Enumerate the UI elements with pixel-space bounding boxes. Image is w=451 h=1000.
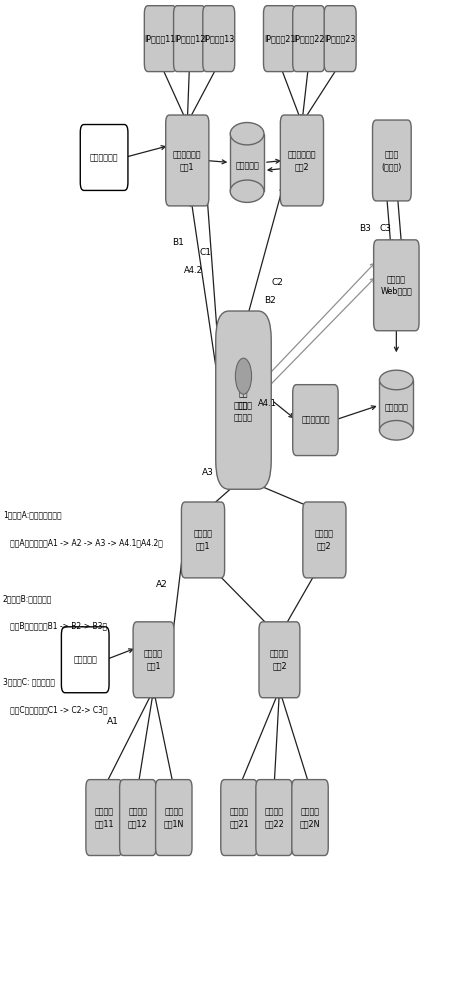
Text: 电子围栏
主机21: 电子围栏 主机21 — [229, 807, 249, 828]
Text: 3，消息C: 告警视频。: 3，消息C: 告警视频。 — [3, 678, 55, 687]
FancyBboxPatch shape — [281, 115, 323, 206]
FancyBboxPatch shape — [61, 627, 109, 693]
FancyBboxPatch shape — [221, 780, 257, 856]
Text: C1: C1 — [199, 248, 211, 257]
Text: A2: A2 — [156, 580, 167, 589]
FancyBboxPatch shape — [256, 780, 292, 856]
Text: 告警视频收集
服务2: 告警视频收集 服务2 — [288, 150, 316, 171]
Text: 关系数据库: 关系数据库 — [384, 404, 408, 413]
Text: 报警收集
服务1: 报警收集 服务1 — [193, 530, 212, 550]
Text: IP摄像头13: IP摄像头13 — [203, 34, 235, 43]
FancyBboxPatch shape — [174, 6, 206, 72]
Ellipse shape — [379, 421, 413, 440]
Text: 报警收集
服务2: 报警收集 服务2 — [315, 530, 334, 550]
Text: B1: B1 — [172, 238, 184, 247]
Ellipse shape — [230, 180, 264, 202]
Text: 告警
消息队列: 告警 消息队列 — [234, 390, 253, 411]
Text: 文件服务器: 文件服务器 — [235, 161, 259, 170]
FancyBboxPatch shape — [293, 6, 325, 72]
Ellipse shape — [379, 370, 413, 390]
Text: 围栏报警
主机2: 围栏报警 主机2 — [270, 649, 289, 670]
Text: 告警台
(浏览器): 告警台 (浏览器) — [382, 150, 402, 171]
FancyBboxPatch shape — [86, 780, 122, 856]
Text: IP摄像头22: IP摄像头22 — [293, 34, 324, 43]
FancyBboxPatch shape — [133, 622, 174, 698]
Text: 电子围栏
主机1N: 电子围栏 主机1N — [164, 807, 184, 828]
Text: B3: B3 — [359, 224, 371, 233]
FancyBboxPatch shape — [373, 120, 411, 201]
FancyBboxPatch shape — [373, 240, 419, 331]
Circle shape — [235, 358, 252, 394]
Text: IP摄像头12: IP摄像头12 — [174, 34, 205, 43]
Text: 告警视频流向: 告警视频流向 — [90, 153, 118, 162]
Ellipse shape — [230, 123, 264, 145]
Text: C2: C2 — [271, 278, 283, 287]
Text: 电子围栏
主机12: 电子围栏 主机12 — [128, 807, 147, 828]
FancyBboxPatch shape — [263, 6, 295, 72]
FancyBboxPatch shape — [80, 125, 128, 190]
Text: C3: C3 — [379, 224, 391, 233]
Text: IP摄像头11: IP摄像头11 — [145, 34, 176, 43]
FancyBboxPatch shape — [181, 502, 225, 578]
Text: 电子围栏
主机22: 电子围栏 主机22 — [264, 807, 284, 828]
FancyBboxPatch shape — [216, 311, 271, 489]
Polygon shape — [379, 380, 413, 430]
FancyBboxPatch shape — [120, 780, 156, 856]
FancyBboxPatch shape — [156, 780, 192, 856]
Text: A4.1: A4.1 — [258, 399, 277, 408]
FancyBboxPatch shape — [324, 6, 356, 72]
Text: 电子围栏
主机2N: 电子围栏 主机2N — [300, 807, 320, 828]
Text: A1: A1 — [107, 717, 119, 726]
Text: 告警事件流: 告警事件流 — [74, 655, 97, 664]
Text: 告警入库服务: 告警入库服务 — [301, 416, 330, 425]
FancyBboxPatch shape — [293, 385, 338, 456]
FancyBboxPatch shape — [259, 622, 300, 698]
Text: 围栏报警
主机1: 围栏报警 主机1 — [144, 649, 163, 670]
Text: 告警视频收集
服务1: 告警视频收集 服务1 — [173, 150, 202, 171]
Text: 消息C传递路线：C1 -> C2-> C3。: 消息C传递路线：C1 -> C2-> C3。 — [3, 706, 108, 715]
Text: 1，消息A:围栏告警消息。: 1，消息A:围栏告警消息。 — [3, 510, 62, 519]
FancyBboxPatch shape — [144, 6, 176, 72]
Text: 电子围栏
主机11: 电子围栏 主机11 — [94, 807, 114, 828]
Text: 消息B传递路线：B1 -> B2-> B3。: 消息B传递路线：B1 -> B2-> B3。 — [3, 622, 107, 631]
Text: IP摄像头21: IP摄像头21 — [264, 34, 295, 43]
Text: IP摄像头23: IP摄像头23 — [324, 34, 356, 43]
FancyBboxPatch shape — [203, 6, 235, 72]
Text: A4.2: A4.2 — [184, 266, 202, 275]
Text: 消息A传递路线：A1 -> A2 -> A3 -> A4.1，A4.2。: 消息A传递路线：A1 -> A2 -> A3 -> A4.1，A4.2。 — [3, 538, 163, 547]
FancyBboxPatch shape — [226, 332, 262, 468]
FancyBboxPatch shape — [166, 115, 209, 206]
Text: 告警
消息队列: 告警 消息队列 — [234, 402, 253, 423]
FancyBboxPatch shape — [292, 780, 328, 856]
Text: 告警管理
Web服务器: 告警管理 Web服务器 — [381, 275, 412, 296]
Text: A3: A3 — [202, 468, 213, 477]
FancyBboxPatch shape — [303, 502, 346, 578]
Text: B2: B2 — [265, 296, 276, 305]
Text: 2，消息B:告警图片。: 2，消息B:告警图片。 — [3, 594, 52, 603]
Polygon shape — [230, 134, 264, 191]
